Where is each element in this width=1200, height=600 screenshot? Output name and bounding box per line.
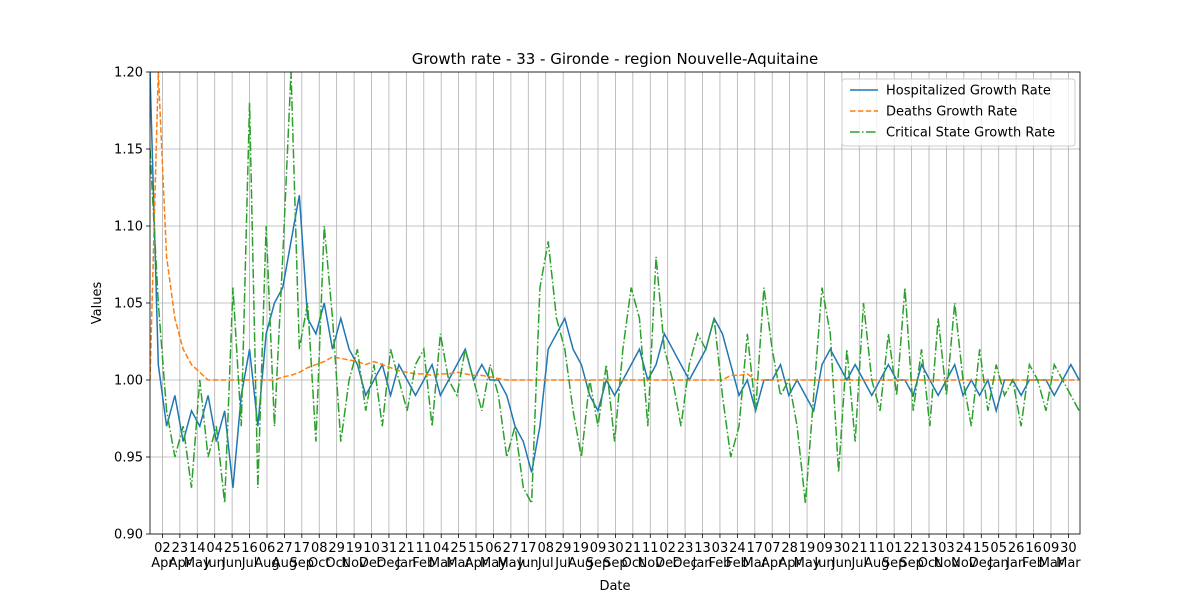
x-tick-label: 09 Jun xyxy=(813,541,834,571)
x-tick-label: 21 Jan xyxy=(395,541,416,571)
legend-label: Hospitalized Growth Rate xyxy=(886,84,1051,99)
x-tick-label: 01 Sep xyxy=(882,541,907,571)
plot-area xyxy=(150,72,1080,506)
x-tick-label: 04 Jun xyxy=(204,541,225,571)
y-tick-label: 0.90 xyxy=(114,528,143,543)
x-tick-label: 13 Jan xyxy=(692,541,713,571)
x-tick-label: 07 Apr xyxy=(761,541,784,571)
x-tick-label: 02 Dec xyxy=(655,541,680,571)
x-tick-label: 27 Aug xyxy=(272,541,297,571)
x-tick-label: 13 Oct xyxy=(918,541,940,571)
x-tick-label: 29 Oct xyxy=(325,541,347,571)
x-tick-label: 10 Dec xyxy=(359,541,384,571)
x-tick-label: 17 Sep xyxy=(290,541,315,571)
x-tick-label: 26 Jan xyxy=(1005,541,1026,571)
x-tick-label: 22 Sep xyxy=(899,541,924,571)
legend-label: Critical State Growth Rate xyxy=(886,126,1055,141)
x-tick-label: 08 Oct xyxy=(308,541,330,571)
legend-label: Deaths Growth Rate xyxy=(886,105,1017,120)
x-tick-label: 30 Sep xyxy=(603,541,628,571)
x-tick-label: 17 Jun xyxy=(517,541,538,571)
legend: Hospitalized Growth Rate Deaths Growth Ra… xyxy=(841,78,1076,147)
x-tick-label: 14 May xyxy=(184,541,211,571)
x-tick-label: 25 Jun xyxy=(221,541,242,571)
x-tick-label: 21 Oct xyxy=(622,541,644,571)
x-tick-label: 19 Aug xyxy=(568,541,593,571)
x-tick-label: 06 May xyxy=(480,541,507,571)
x-tick-label: 16 Jul xyxy=(241,541,258,571)
x-tick-label: 09 Sep xyxy=(586,541,611,571)
x-tick-label: 30 Jun xyxy=(831,541,852,571)
x-tick-label: 09 Mar xyxy=(1039,541,1064,571)
x-tick-label: 17 Mar xyxy=(743,541,768,571)
x-tick-label: 19 May xyxy=(794,541,821,571)
y-tick-label: 1.15 xyxy=(114,143,143,158)
x-tick-label: 24 Nov xyxy=(951,541,977,571)
x-tick-label: 11 Feb xyxy=(412,541,435,571)
y-tick-label: 1.20 xyxy=(114,66,143,81)
grid xyxy=(150,71,1080,535)
x-tick-label: 16 Feb xyxy=(1022,541,1045,571)
x-tick-label: 02 Apr xyxy=(151,541,174,571)
y-tick-label: 1.05 xyxy=(114,297,143,312)
y-tick-label: 0.95 xyxy=(114,451,143,466)
y-tick-label: 1.00 xyxy=(114,374,143,389)
x-tick-label: 27 May xyxy=(497,541,524,571)
y-axis-label: Values xyxy=(90,282,105,325)
x-tick-label: 23 Dec xyxy=(673,541,698,571)
series-line xyxy=(150,72,1080,488)
x-tick-label: 23 Apr xyxy=(169,541,192,571)
x-tick-label: 15 Apr xyxy=(465,541,488,571)
x-tick-label: 24 Feb xyxy=(726,541,749,571)
series-line xyxy=(150,72,1080,506)
x-tick-label: 11 Nov xyxy=(638,541,664,571)
chart-title: Growth rate - 33 - Gironde - region Nouv… xyxy=(412,50,819,68)
x-tick-label: 05 Jan xyxy=(988,541,1009,571)
x-tick-label: 21 Jul xyxy=(850,541,867,571)
x-tick-label: 03 Nov xyxy=(934,541,960,571)
x-tick-label: 03 Feb xyxy=(708,541,731,571)
x-tick-label: 29 Jul xyxy=(554,541,571,571)
x-tick-label: 28 Apr xyxy=(778,541,801,571)
x-tick-label: 19 Nov xyxy=(341,541,367,571)
x-axis-label: Date xyxy=(599,579,630,594)
x-tick-label: 30 Mar xyxy=(1056,541,1081,571)
x-tick-label: 15 Dec xyxy=(969,541,994,571)
legend-box xyxy=(841,78,1076,147)
x-tick-label: 11 Aug xyxy=(864,541,889,571)
x-tick-label: 25 Mar xyxy=(446,541,471,571)
x-tick-label: 06 Aug xyxy=(254,541,279,571)
x-tick-label: 04 Mar xyxy=(429,541,454,571)
x-tick-label: 08 Jul xyxy=(537,541,554,571)
y-tick-label: 1.10 xyxy=(114,220,143,235)
x-tick-label: 31 Dec xyxy=(376,541,401,571)
